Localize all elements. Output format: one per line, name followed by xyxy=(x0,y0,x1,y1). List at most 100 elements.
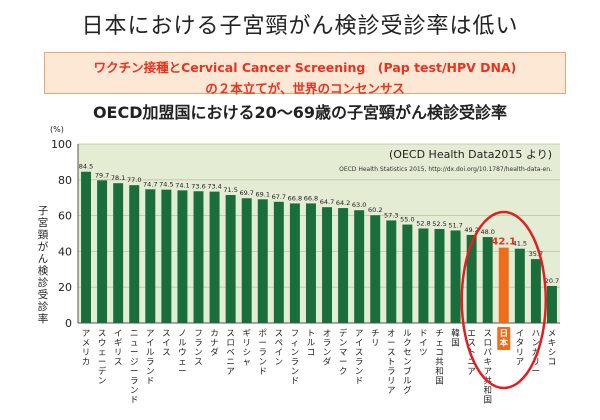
source-title: (OECD Health Data2015 より) xyxy=(389,148,552,161)
bar xyxy=(241,198,252,323)
bar xyxy=(450,230,461,323)
x-tick-label: デンマーク xyxy=(339,328,348,377)
x-tick-label: メキシコ xyxy=(548,329,557,368)
x-tick-label: ルクセンブルグ xyxy=(403,329,412,396)
bar xyxy=(193,191,204,323)
y-axis-label-char: 頸 xyxy=(37,229,49,241)
x-tick-label: スロバキア共和国 xyxy=(483,329,492,406)
data-label: 73.6 xyxy=(191,182,205,190)
x-tick-label: アイスランド xyxy=(355,329,364,387)
y-axis-label-char: 診 xyxy=(37,277,49,289)
data-label: 35.7 xyxy=(529,250,543,258)
data-label: 42.1 xyxy=(491,237,516,248)
data-label: 41.5 xyxy=(513,240,527,248)
bar xyxy=(161,189,172,323)
y-axis-label-char: が xyxy=(37,241,49,253)
x-tick-label: スペイン xyxy=(275,329,284,368)
x-tick-label: イギリス xyxy=(114,329,123,368)
x-tick-label: 日本 xyxy=(500,329,509,349)
bar xyxy=(177,190,188,323)
bar xyxy=(402,224,413,323)
data-label: 78.1 xyxy=(111,174,125,182)
data-label: 77.0 xyxy=(127,176,141,184)
data-label: 64.2 xyxy=(336,199,350,207)
data-label: 51.7 xyxy=(448,221,462,229)
data-label: 69.1 xyxy=(256,190,270,198)
bar xyxy=(97,180,108,323)
bar xyxy=(466,234,477,323)
data-label: 64.7 xyxy=(320,198,334,206)
x-tick-label: オランダ xyxy=(323,329,332,368)
bar xyxy=(305,203,316,323)
y-axis-label-char: 検 xyxy=(37,265,49,277)
bar xyxy=(273,201,284,323)
slide-title: 日本における子宮頸がん検診受診率は低い xyxy=(81,14,519,39)
y-axis-label-char: 率 xyxy=(37,313,49,325)
bar xyxy=(546,285,557,323)
y-axis-label: 子宮頸がん検診受診率 xyxy=(36,205,50,325)
bar xyxy=(530,259,541,323)
banner-line-1: ワクチン接種とCervical Cancer Screening (Pap te… xyxy=(93,60,517,75)
y-tick-label: 40 xyxy=(58,245,72,258)
y-tick-label: 60 xyxy=(58,210,72,223)
bar xyxy=(129,185,140,323)
data-label: 66.8 xyxy=(288,194,302,202)
highlight-label-bg xyxy=(497,327,511,350)
y-unit-label: (%) xyxy=(50,125,64,134)
y-axis-label-char: 受 xyxy=(37,289,49,301)
data-label: 55.0 xyxy=(400,216,414,224)
x-tick-label: アメリカ xyxy=(82,329,91,368)
y-axis-label-char: 宮 xyxy=(37,217,49,229)
bar xyxy=(257,199,268,323)
highlight-ellipse xyxy=(460,210,548,390)
data-label: 52.8 xyxy=(416,219,430,227)
bar xyxy=(338,208,349,323)
x-tick-label: チェコ共和国 xyxy=(435,329,444,387)
data-label: 79.7 xyxy=(95,171,109,179)
bar xyxy=(418,228,429,323)
x-tick-label: フィンランド xyxy=(291,329,300,387)
consensus-banner: ワクチン接種とCervical Cancer Screening (Pap te… xyxy=(44,52,566,96)
x-tick-label: カナダ xyxy=(210,329,219,358)
x-tick-label: ハンガリー xyxy=(532,329,541,377)
bar xyxy=(145,189,156,323)
y-axis-label-char: 子 xyxy=(37,205,49,217)
data-label: 57.3 xyxy=(384,211,398,219)
banner-line-2: の２本立てが、世界のコンセンサス xyxy=(205,81,405,96)
x-tick-label: フランス xyxy=(194,329,203,368)
y-tick-label: 80 xyxy=(58,174,72,187)
x-tick-label: チリ xyxy=(371,329,380,349)
x-tick-label: ギリシャ xyxy=(242,329,251,368)
data-label: 63.0 xyxy=(352,201,366,209)
y-tick-label: 100 xyxy=(51,138,72,151)
source-note: OECD Health Statistics 2015, http://dx.d… xyxy=(339,166,552,173)
bar xyxy=(514,248,525,323)
chart-title: OECD加盟国における20〜69歳の子宮頸がん検診受診率 xyxy=(92,103,508,122)
bar xyxy=(113,183,124,323)
y-tick-label: 0 xyxy=(65,317,72,330)
bar xyxy=(322,207,333,323)
bar xyxy=(225,195,236,323)
data-label: 49.2 xyxy=(464,226,478,234)
x-tick-label: スイス xyxy=(162,329,171,358)
data-label: 66.8 xyxy=(304,194,318,202)
data-label: 71.5 xyxy=(223,186,237,194)
x-tick-label: ポーランド xyxy=(259,329,268,377)
data-label: 20.7 xyxy=(545,277,559,285)
bar xyxy=(498,247,509,323)
x-tick-label: トルコ xyxy=(307,329,316,358)
x-tick-label: エストニア xyxy=(467,329,476,377)
x-tick-label: アイルランド xyxy=(146,329,155,387)
data-label: 67.7 xyxy=(272,193,286,201)
data-label: 48.0 xyxy=(480,228,494,236)
bar xyxy=(482,237,493,323)
bar xyxy=(386,220,397,323)
data-label: 74.5 xyxy=(159,181,173,189)
y-tick-label: 20 xyxy=(58,281,72,294)
data-label: 74.1 xyxy=(175,181,189,189)
data-label: 84.5 xyxy=(79,163,93,171)
x-tick-label: オーストラリア xyxy=(387,329,396,396)
bar xyxy=(209,191,220,323)
